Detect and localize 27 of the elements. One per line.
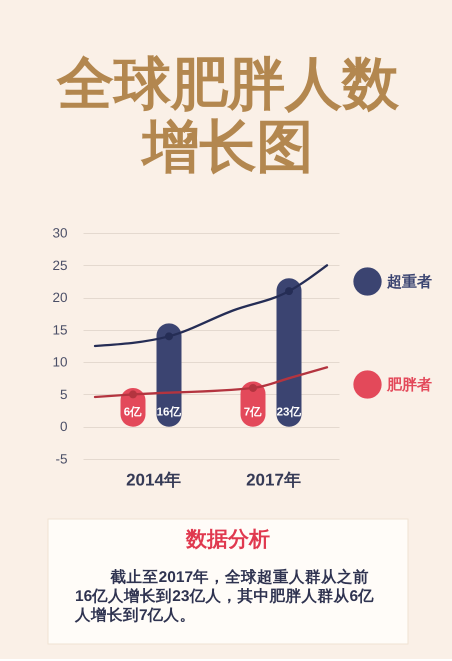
data-label: 16亿 (156, 406, 182, 419)
y-tick-label: 20 (52, 290, 68, 306)
legend-label: 肥胖者 (386, 376, 432, 394)
legend-label: 超重者 (386, 274, 432, 290)
x-tick-label: 2014年 (126, 470, 181, 490)
point (249, 384, 257, 392)
y-tick-label: 0 (60, 419, 68, 434)
y-tick-label: -5 (55, 452, 68, 466)
point (129, 390, 137, 398)
bar (156, 323, 182, 427)
data-label: 6亿 (124, 406, 144, 419)
text: 截止至2017年，全球超重人群从之前16亿人增长到23亿人，其中肥胖人群从6亿人增长到7亿人。 (74, 568, 376, 624)
x-tick-label: 2017年 (246, 470, 301, 490)
y-tick-label: 10 (52, 354, 68, 370)
y-tick-label: 25 (52, 258, 68, 273)
data-label: 7亿 (244, 406, 264, 419)
y-tick-label: 5 (60, 386, 68, 402)
bar (276, 278, 302, 427)
text: 数据分析 (185, 528, 270, 551)
line-series (94, 264, 328, 348)
data-label: 23亿 (276, 406, 302, 419)
line-series (94, 366, 328, 398)
point (285, 287, 293, 296)
chart-title: 全球肥胖人数增长图 (56, 52, 400, 179)
point (165, 332, 173, 340)
y-tick-label: 15 (52, 322, 68, 338)
y-tick-label: 30 (52, 226, 68, 240)
